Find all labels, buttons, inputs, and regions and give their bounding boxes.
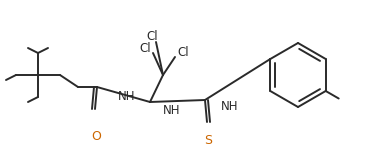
Text: Cl: Cl: [139, 42, 151, 55]
Text: NH: NH: [221, 100, 239, 113]
Text: O: O: [91, 131, 101, 144]
Text: Cl: Cl: [177, 46, 189, 58]
Text: NH: NH: [163, 104, 181, 117]
Text: NH: NH: [118, 89, 136, 102]
Text: S: S: [204, 135, 212, 148]
Text: Cl: Cl: [146, 31, 158, 44]
